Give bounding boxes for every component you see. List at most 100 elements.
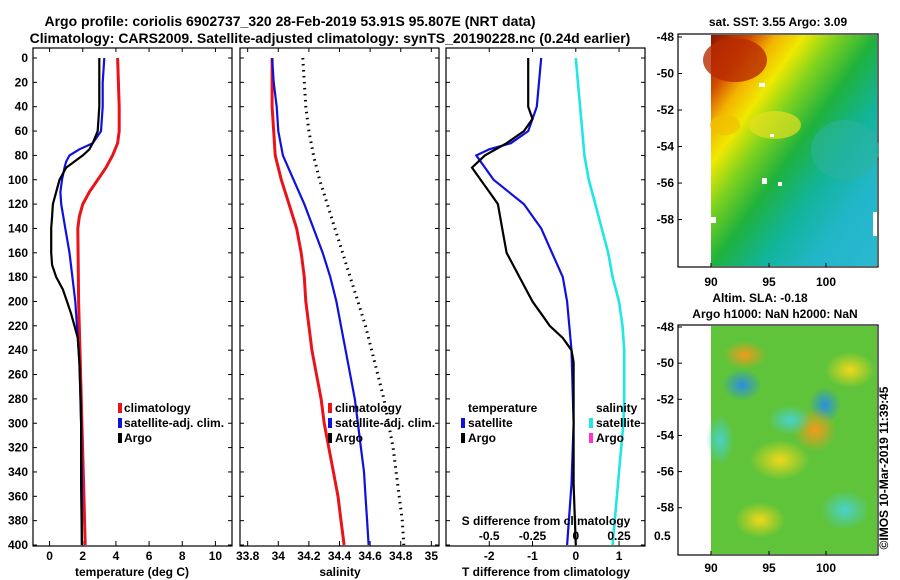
depth-tick-label: 180 (8, 270, 28, 284)
temperature-x-axis: 0 2 4 6 8 10 (46, 48, 222, 563)
sla-high-patch (750, 440, 810, 480)
cloud-gap (711, 217, 716, 223)
temperature-difference-argo-line (470, 58, 577, 546)
salinity-difference-tick-label: 0 (572, 529, 579, 543)
x-tick-label: 34.2 (297, 549, 321, 563)
salinity-panel: 33.8 34 34.2 34.4 34.6 34.8 35 salinity climat… (236, 47, 440, 579)
argo-temperature-line (50, 58, 101, 546)
sla-high-patch (825, 352, 875, 388)
lon-tick-label: 95 (762, 561, 776, 575)
depth-tick-label: 280 (8, 392, 28, 406)
difference-panel: -2 -1 0 1 T difference from climatology S d… (445, 47, 671, 579)
legend-swatch-salinity-satellite (589, 418, 593, 428)
depth-tick-label: 80 (15, 148, 29, 162)
legend-swatch-salinity-argo (589, 433, 593, 443)
legend-label-satellite: satellite-adj. clim. (335, 416, 435, 430)
depth-tick-label: 0 (21, 51, 28, 65)
sst-teal-patch (811, 120, 879, 180)
x-tick-label: 4 (113, 549, 120, 563)
legend-swatch-satellite (118, 418, 122, 428)
sla-low-patch (706, 415, 734, 465)
x-tick-label: 10 (209, 549, 223, 563)
legend-label-argo: Argo (124, 431, 152, 445)
lon-tick-label: 100 (816, 561, 836, 575)
cloud-gap (770, 134, 774, 137)
salinity-difference-axis-label: S difference from climatology (462, 514, 631, 528)
legend-label-temperature-satellite: satellite (468, 416, 513, 430)
cloud-gap (873, 212, 877, 236)
temperature-plot-frame (32, 47, 233, 547)
x-tick-label: 0 (572, 549, 579, 563)
legend-swatch-climatology (328, 403, 332, 413)
salinity-depth-ticks (240, 57, 439, 546)
lon-tick-label: 90 (704, 275, 718, 289)
depth-tick-label: 140 (8, 221, 28, 235)
title-line-2: Climatology: CARS2009. Satellite-adjuste… (30, 30, 631, 46)
legend-label-argo: Argo (335, 431, 363, 445)
sst-map: sat. SST: 3.55 Argo: 3.09 -48 -50 -52 -54 -5… (657, 15, 879, 289)
climatology-salinity-line (270, 58, 346, 546)
lat-tick-label: -54 (657, 140, 675, 154)
depth-tick-label: 220 (8, 319, 28, 333)
legend-label-temperature-argo: Argo (468, 431, 496, 445)
sst-latitude-axis: -48 -50 -52 -54 -56 -58 (657, 30, 682, 227)
legend-label-climatology: climatology (335, 401, 402, 415)
salinity-difference-tick-label: -0.5 (479, 529, 500, 543)
sst-yellow-patch (749, 111, 801, 139)
depth-tick-label: 300 (8, 416, 28, 430)
temperature-legend: climatology satellite-adj. clim. Argo (118, 401, 224, 445)
depth-tick-label: 340 (8, 465, 28, 479)
lon-tick-label: 100 (816, 275, 836, 289)
legend-swatch-temperature-satellite (461, 418, 465, 428)
salinity-plot-frame (239, 47, 440, 547)
x-tick-label: 34.8 (389, 549, 413, 563)
lat-tick-label: -54 (657, 428, 675, 442)
lat-tick-label: -52 (657, 103, 675, 117)
title-line-1: Argo profile: coriolis 6902737_320 28-Fe… (44, 13, 535, 29)
lat-tick-label: -56 (657, 176, 675, 190)
legend-swatch-argo (118, 433, 122, 443)
legend-label-satellite: satellite-adj. clim. (124, 416, 224, 430)
sla-map-subtitle: Argo h1000: NaN h2000: NaN (692, 307, 857, 321)
depth-tick-label: 200 (8, 295, 28, 309)
depth-tick-label: 240 (8, 343, 28, 357)
depth-axis: 0 20 40 60 80 100 120 140 160 180 200 220 240 260 280 3… (8, 51, 232, 552)
cloud-gap (759, 83, 765, 87)
salinity-difference-tick-label: 0.5 (654, 529, 671, 543)
legend-label-climatology: climatology (124, 401, 191, 415)
difference-legend: temperature satellite Argo salinity sate… (461, 401, 641, 445)
lat-tick-label: -52 (657, 392, 675, 406)
sla-low-patch (722, 369, 762, 401)
legend-swatch-argo (328, 433, 332, 443)
difference-depth-ticks (446, 57, 645, 546)
depth-tick-label: 160 (8, 246, 28, 260)
temperature-x-label: temperature (deg C) (75, 565, 189, 579)
lat-tick-label: -58 (657, 501, 675, 515)
legend-swatch-temperature-argo (461, 433, 465, 443)
lat-tick-label: -50 (657, 356, 675, 370)
legend-title-temperature: temperature (468, 401, 538, 415)
depth-tick-label: 320 (8, 441, 28, 455)
depth-tick-label: 40 (15, 100, 29, 114)
x-tick-label: 8 (179, 549, 186, 563)
legend-title-salinity: salinity (596, 401, 638, 415)
lat-tick-label: -56 (657, 465, 675, 479)
lat-tick-label: -48 (657, 30, 675, 44)
salinity-difference-satellite-line (574, 57, 626, 546)
lat-tick-label: -50 (657, 67, 675, 81)
sla-map-title: Altim. SLA: -0.18 (712, 291, 808, 305)
sla-high-patch (735, 502, 785, 538)
depth-tick-label: 100 (8, 173, 28, 187)
depth-tick-label: 360 (8, 489, 28, 503)
sst-warm-core (703, 38, 767, 82)
legend-label-salinity-argo: Argo (596, 431, 624, 445)
salinity-difference-axis: -0.5 -0.25 0 0.25 0.5 (479, 529, 671, 543)
legend-label-salinity-satellite: satellite (596, 416, 641, 430)
cloud-gap (762, 178, 767, 184)
x-tick-label: 34.4 (328, 549, 352, 563)
legend-swatch-climatology (118, 403, 122, 413)
x-tick-label: 33.8 (236, 549, 260, 563)
depth-tick-label: 60 (15, 124, 29, 138)
lat-tick-label: -48 (657, 320, 675, 334)
x-tick-label: 34 (272, 549, 286, 563)
